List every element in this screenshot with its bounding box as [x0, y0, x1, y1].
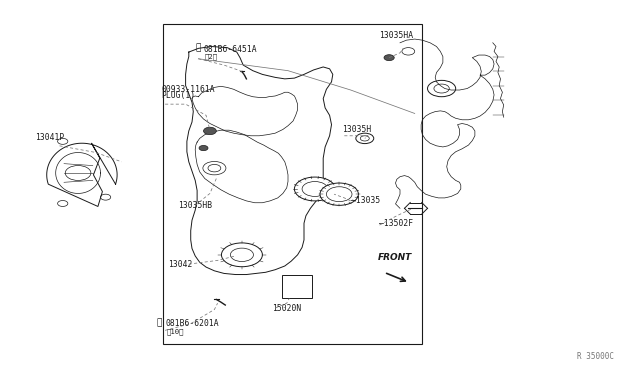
Text: 00933-1161A: 00933-1161A: [161, 85, 215, 94]
Polygon shape: [186, 46, 333, 275]
Bar: [282, 275, 312, 298]
Text: 13042: 13042: [168, 260, 193, 269]
Text: 13035H: 13035H: [342, 125, 372, 134]
Text: —13035: —13035: [351, 196, 380, 205]
Text: —13502F: —13502F: [379, 219, 413, 228]
Circle shape: [199, 145, 208, 151]
Circle shape: [320, 183, 358, 205]
Text: 13035HB: 13035HB: [178, 201, 212, 210]
Text: 13041P: 13041P: [35, 133, 65, 142]
Text: PLUG(1): PLUG(1): [161, 92, 195, 100]
Text: （2）: （2）: [205, 54, 218, 60]
Text: 13035HA: 13035HA: [379, 31, 413, 40]
Text: 15020N: 15020N: [272, 304, 301, 312]
Text: R 35000C: R 35000C: [577, 352, 614, 361]
Text: 081B6-6201A: 081B6-6201A: [165, 319, 219, 328]
Text: FRONT: FRONT: [378, 253, 412, 262]
Bar: [163, 24, 422, 344]
Circle shape: [294, 177, 335, 201]
Polygon shape: [47, 143, 117, 206]
Circle shape: [204, 127, 216, 135]
Text: （10）: （10）: [166, 328, 184, 335]
Text: Ⓢ: Ⓢ: [157, 318, 162, 327]
Text: 081B6-6451A: 081B6-6451A: [204, 45, 257, 54]
Circle shape: [65, 166, 91, 180]
Circle shape: [384, 55, 394, 61]
Text: Ⓢ: Ⓢ: [195, 44, 200, 53]
